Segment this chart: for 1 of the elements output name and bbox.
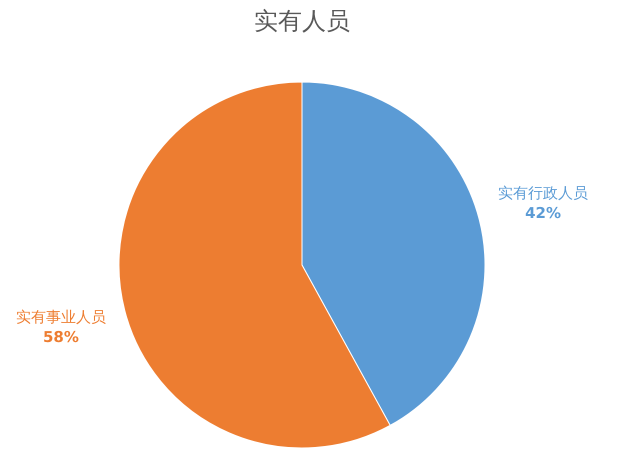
title: 实有人员 [254,9,350,35]
